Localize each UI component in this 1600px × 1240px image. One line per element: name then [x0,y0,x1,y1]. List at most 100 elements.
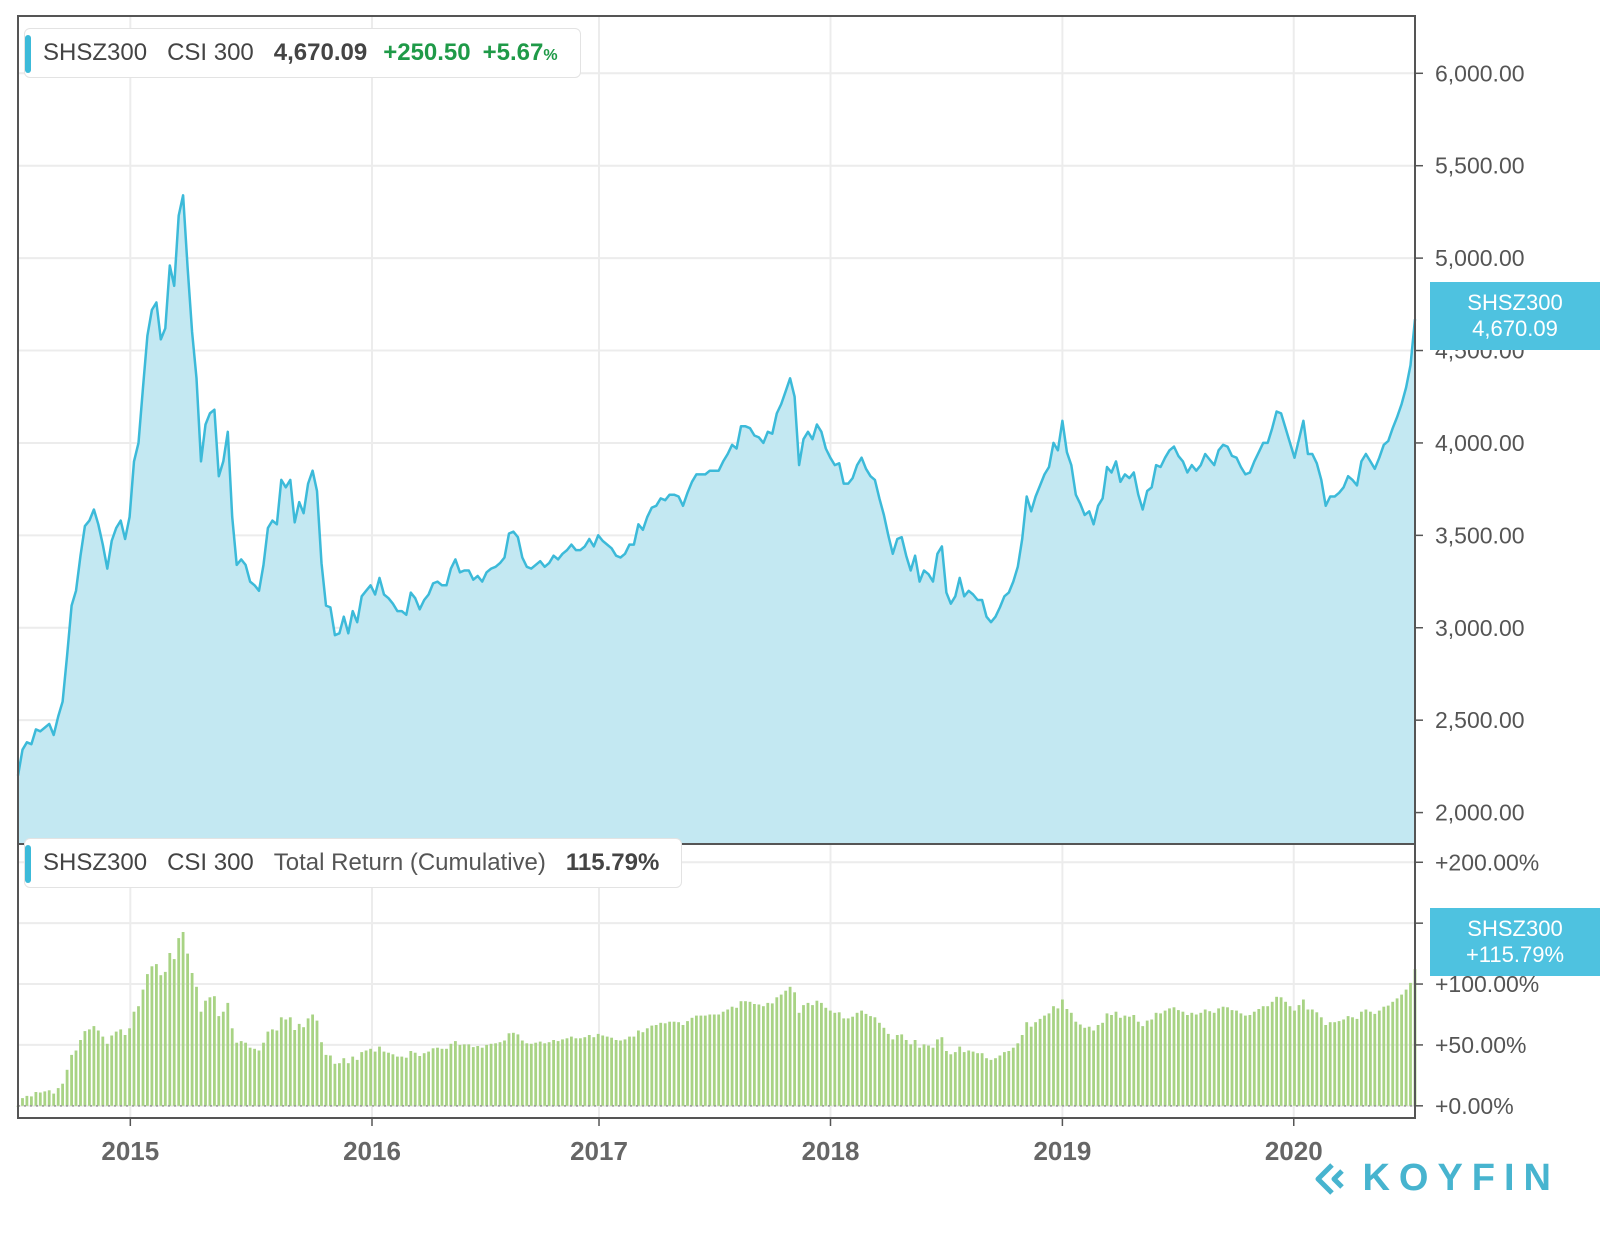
return-bar-131 [601,1035,605,1106]
return-bar-281 [1270,1001,1274,1106]
return-bar-81 [378,1046,381,1106]
return-bar-180 [820,1002,823,1106]
return-bar-284 [1284,1001,1287,1106]
return-bar-250 [1132,1015,1136,1106]
return-bar-196 [891,1039,895,1106]
return-bar-282 [1275,996,1278,1106]
return-bar-259 [1172,1007,1176,1106]
return-bar-139 [637,1030,640,1106]
return-bar-15 [83,1031,87,1106]
return-bar-130 [596,1033,600,1106]
return-bar-243 [1101,1022,1104,1106]
return-bar-42 [204,1000,207,1106]
return-bar-192 [873,1017,877,1106]
return-bar-290 [1310,1009,1314,1106]
return-tick-label-3: +50.00% [1435,1032,1526,1058]
return-bar-217 [985,1058,988,1106]
x-tick-label-2016: 2016 [343,1136,401,1166]
return-bar-98 [454,1041,457,1106]
return-bar-273 [1235,1010,1238,1106]
return-bar-85 [396,1056,399,1106]
return-bar-93 [431,1048,435,1106]
return-bar-288 [1302,999,1305,1106]
return-bar-226 [1025,1022,1029,1106]
return-bar-223 [1011,1047,1015,1106]
return-bar-47 [226,1002,230,1106]
return-bar-29 [146,974,149,1106]
return-bar-241 [1092,1030,1095,1106]
return-bar-136 [623,1039,627,1106]
return-bar-207 [940,1037,944,1106]
return-bar-270 [1221,1006,1225,1106]
return-bar-150 [686,1021,689,1106]
return-bar-263 [1190,1012,1194,1106]
return-bar-264 [1194,1014,1198,1106]
return-bar-126 [579,1038,582,1106]
return-bar-44 [213,996,216,1106]
price-axis-ticks: 6,000.005,500.005,000.004,500.004,000.00… [1415,60,1525,826]
return-bar-268 [1212,1012,1216,1106]
return-bar-83 [387,1052,390,1106]
return-bar-201 [913,1040,917,1106]
return-bar-232 [1052,1006,1055,1106]
return-bar-37 [181,932,185,1106]
price-badge-value: 4,670.09 [1472,316,1558,341]
return-bar-8 [52,1093,56,1106]
return-bar-36 [177,938,181,1106]
price-last-value-badge: SHSZ300 4,670.09 [1430,282,1600,350]
return-bar-171 [779,994,783,1106]
return-bar-79 [369,1048,372,1106]
return-bar-67 [315,1020,319,1106]
return-bar-193 [878,1022,881,1106]
return-bar-155 [708,1014,712,1106]
price-legend-change: +250.50 [383,39,471,66]
return-bar-186 [846,1018,850,1106]
return-bar-24 [123,1035,127,1106]
return-bar-233 [1056,1008,1060,1106]
return-bar-71 [333,1063,337,1106]
return-bar-267 [1208,1011,1212,1106]
return-bar-132 [605,1036,609,1106]
return-bar-277 [1252,1011,1256,1106]
return-bar-218 [989,1059,993,1106]
x-tick-label-2018: 2018 [802,1136,860,1166]
return-bar-221 [1003,1052,1006,1106]
return-bar-111 [512,1032,515,1106]
return-bar-239 [1083,1027,1087,1106]
return-legend-value: 115.79% [565,849,660,876]
return-bar-299 [1351,1017,1354,1106]
return-bar-271 [1226,1007,1229,1106]
return-bar-269 [1217,1008,1220,1106]
koyfin-logo[interactable]: KOYFIN [1312,1157,1560,1200]
return-bar-57 [271,1029,274,1106]
return-bar-211 [958,1046,962,1106]
return-bar-227 [1029,1026,1033,1106]
return-bar-302 [1364,1009,1368,1106]
return-bar-298 [1346,1016,1350,1106]
return-bar-168 [766,1002,770,1106]
return-bar-110 [507,1033,511,1106]
return-bar-162 [739,1001,743,1106]
return-bar-203 [922,1044,926,1106]
return-bar-84 [391,1054,395,1106]
return-bar-151 [690,1017,694,1106]
return-bar-62 [293,1030,297,1106]
price-tick-label-2: 5,000.00 [1435,245,1525,271]
return-bar-7 [47,1090,51,1106]
return-bar-276 [1248,1015,1252,1106]
return-bar-101 [467,1044,471,1106]
return-bar-187 [851,1016,854,1106]
return-bar-80 [373,1051,377,1106]
return-bar-253 [1145,1020,1149,1106]
return-bar-109 [503,1040,506,1106]
return-bar-291 [1315,1012,1319,1106]
return-bar-100 [462,1044,466,1106]
return-bar-135 [619,1040,622,1106]
return-bar-247 [1119,1017,1122,1106]
return-bar-26 [132,1011,136,1106]
price-legend-change-pct-value: +5.67 [482,39,544,66]
return-bar-215 [976,1053,979,1106]
price-legend-name: CSI 300 [167,39,254,66]
return-bar-119 [547,1042,551,1106]
return-bar-45 [217,1016,221,1106]
